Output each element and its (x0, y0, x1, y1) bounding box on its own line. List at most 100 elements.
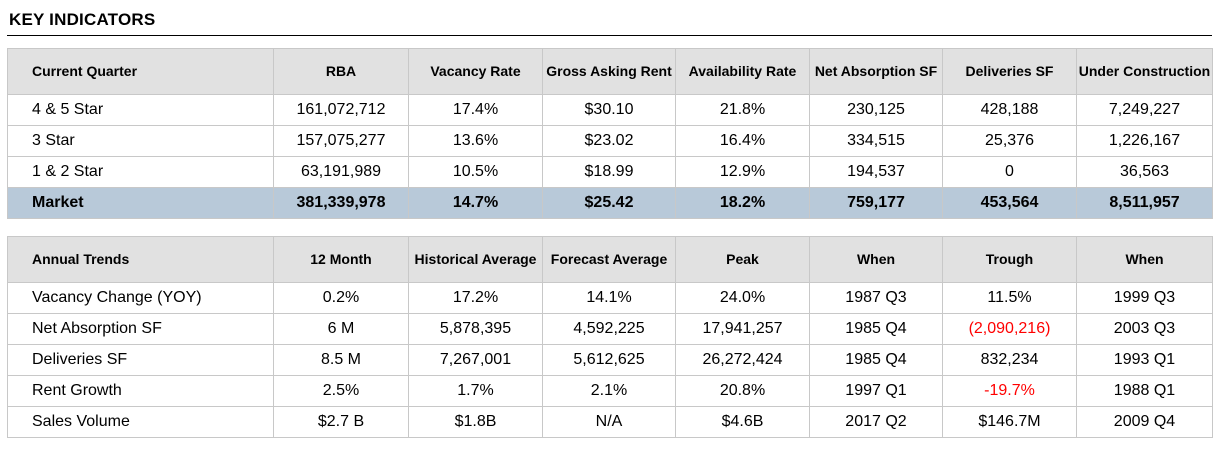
table-cell: 12.9% (675, 156, 810, 188)
table-row: 3 Star 157,075,277 13.6% $23.02 16.4% 33… (7, 125, 1213, 157)
column-header: Peak (675, 236, 810, 283)
column-header: RBA (273, 48, 409, 95)
table-cell: 1,226,167 (1076, 125, 1213, 157)
table-cell: Net Absorption SF (7, 313, 274, 345)
table-cell: 157,075,277 (273, 125, 409, 157)
table-header-row: Current Quarter RBA Vacancy Rate Gross A… (7, 48, 1213, 95)
column-header: Vacancy Rate (408, 48, 543, 95)
table-cell-negative: -19.7% (942, 375, 1077, 407)
table-cell: 11.5% (942, 282, 1077, 314)
table-cell: Vacancy Change (YOY) (7, 282, 274, 314)
table-cell: $25.42 (542, 187, 676, 219)
table-row: Net Absorption SF 6 M 5,878,395 4,592,22… (7, 313, 1213, 345)
table-cell: 230,125 (809, 94, 943, 126)
table-cell: 381,339,978 (273, 187, 409, 219)
column-header: Trough (942, 236, 1077, 283)
table-cell: 26,272,424 (675, 344, 810, 376)
table-cell: 1988 Q1 (1076, 375, 1213, 407)
column-header: 12 Month (273, 236, 409, 283)
page-title: KEY INDICATORS (9, 10, 156, 29)
table-cell: 3 Star (7, 125, 274, 157)
table-cell: 2003 Q3 (1076, 313, 1213, 345)
table-cell: Rent Growth (7, 375, 274, 407)
table-cell: 14.7% (408, 187, 543, 219)
column-header: Forecast Average (542, 236, 676, 283)
table-cell: $146.7M (942, 406, 1077, 438)
table-cell: 25,376 (942, 125, 1077, 157)
table-cell: 759,177 (809, 187, 943, 219)
table-cell: Market (7, 187, 274, 219)
table-cell: 1985 Q4 (809, 313, 943, 345)
table-cell: 7,267,001 (408, 344, 543, 376)
column-header: Historical Average (408, 236, 543, 283)
table-cell: Deliveries SF (7, 344, 274, 376)
table-cell: 428,188 (942, 94, 1077, 126)
table-cell: 5,612,625 (542, 344, 676, 376)
table-row: 1 & 2 Star 63,191,989 10.5% $18.99 12.9%… (7, 156, 1213, 188)
table-cell: 1985 Q4 (809, 344, 943, 376)
table-cell: $18.99 (542, 156, 676, 188)
table-cell: $30.10 (542, 94, 676, 126)
column-header: Annual Trends (7, 236, 274, 283)
table-cell: 5,878,395 (408, 313, 543, 345)
table-cell: 832,234 (942, 344, 1077, 376)
table-cell: 17.4% (408, 94, 543, 126)
table-cell: 334,515 (809, 125, 943, 157)
table-cell: 20.8% (675, 375, 810, 407)
table-row: Rent Growth 2.5% 1.7% 2.1% 20.8% 1997 Q1… (7, 375, 1213, 407)
table-cell: 63,191,989 (273, 156, 409, 188)
table-header-row: Annual Trends 12 Month Historical Averag… (7, 236, 1213, 283)
table-cell: 13.6% (408, 125, 543, 157)
table-cell: $23.02 (542, 125, 676, 157)
table-cell: 453,564 (942, 187, 1077, 219)
table-cell: N/A (542, 406, 676, 438)
column-header: When (809, 236, 943, 283)
column-header: When (1076, 236, 1213, 283)
table-cell: 2017 Q2 (809, 406, 943, 438)
table-cell: 21.8% (675, 94, 810, 126)
table-cell: 18.2% (675, 187, 810, 219)
table-cell: 17.2% (408, 282, 543, 314)
table-row: 4 & 5 Star 161,072,712 17.4% $30.10 21.8… (7, 94, 1213, 126)
table-cell: 8.5 M (273, 344, 409, 376)
table-cell: 1993 Q1 (1076, 344, 1213, 376)
column-header: Deliveries SF (942, 48, 1077, 95)
table-cell: 1999 Q3 (1076, 282, 1213, 314)
table-cell: 2.1% (542, 375, 676, 407)
table-cell: 6 M (273, 313, 409, 345)
table-cell: 14.1% (542, 282, 676, 314)
table-row: Deliveries SF 8.5 M 7,267,001 5,612,625 … (7, 344, 1213, 376)
table-cell: 16.4% (675, 125, 810, 157)
table-cell: 4 & 5 Star (7, 94, 274, 126)
table-cell: 1.7% (408, 375, 543, 407)
table-row: Vacancy Change (YOY) 0.2% 17.2% 14.1% 24… (7, 282, 1213, 314)
column-header: Availability Rate (675, 48, 810, 95)
column-header: Gross Asking Rent (542, 48, 676, 95)
current-quarter-table: Current Quarter RBA Vacancy Rate Gross A… (7, 48, 1213, 219)
table-cell: 10.5% (408, 156, 543, 188)
table-row: Sales Volume $2.7 B $1.8B N/A $4.6B 2017… (7, 406, 1213, 438)
table-cell: 36,563 (1076, 156, 1213, 188)
table-cell: 7,249,227 (1076, 94, 1213, 126)
table-cell: 1 & 2 Star (7, 156, 274, 188)
table-cell: 1987 Q3 (809, 282, 943, 314)
table-cell: 17,941,257 (675, 313, 810, 345)
table-cell: $4.6B (675, 406, 810, 438)
column-header: Net Absorption SF (809, 48, 943, 95)
table-cell: 4,592,225 (542, 313, 676, 345)
table-cell: 24.0% (675, 282, 810, 314)
table-cell-negative: (2,090,216) (942, 313, 1077, 345)
table-cell: 194,537 (809, 156, 943, 188)
table-cell: 161,072,712 (273, 94, 409, 126)
table-cell: $2.7 B (273, 406, 409, 438)
annual-trends-table: Annual Trends 12 Month Historical Averag… (7, 236, 1213, 438)
table-cell: $1.8B (408, 406, 543, 438)
table-cell: 8,511,957 (1076, 187, 1213, 219)
table-cell: 1997 Q1 (809, 375, 943, 407)
column-header: Under Construction (1076, 48, 1213, 95)
table-cell: 0.2% (273, 282, 409, 314)
title-divider (7, 35, 1212, 36)
market-total-row: Market 381,339,978 14.7% $25.42 18.2% 75… (7, 187, 1213, 219)
table-cell: 2.5% (273, 375, 409, 407)
table-cell: Sales Volume (7, 406, 274, 438)
